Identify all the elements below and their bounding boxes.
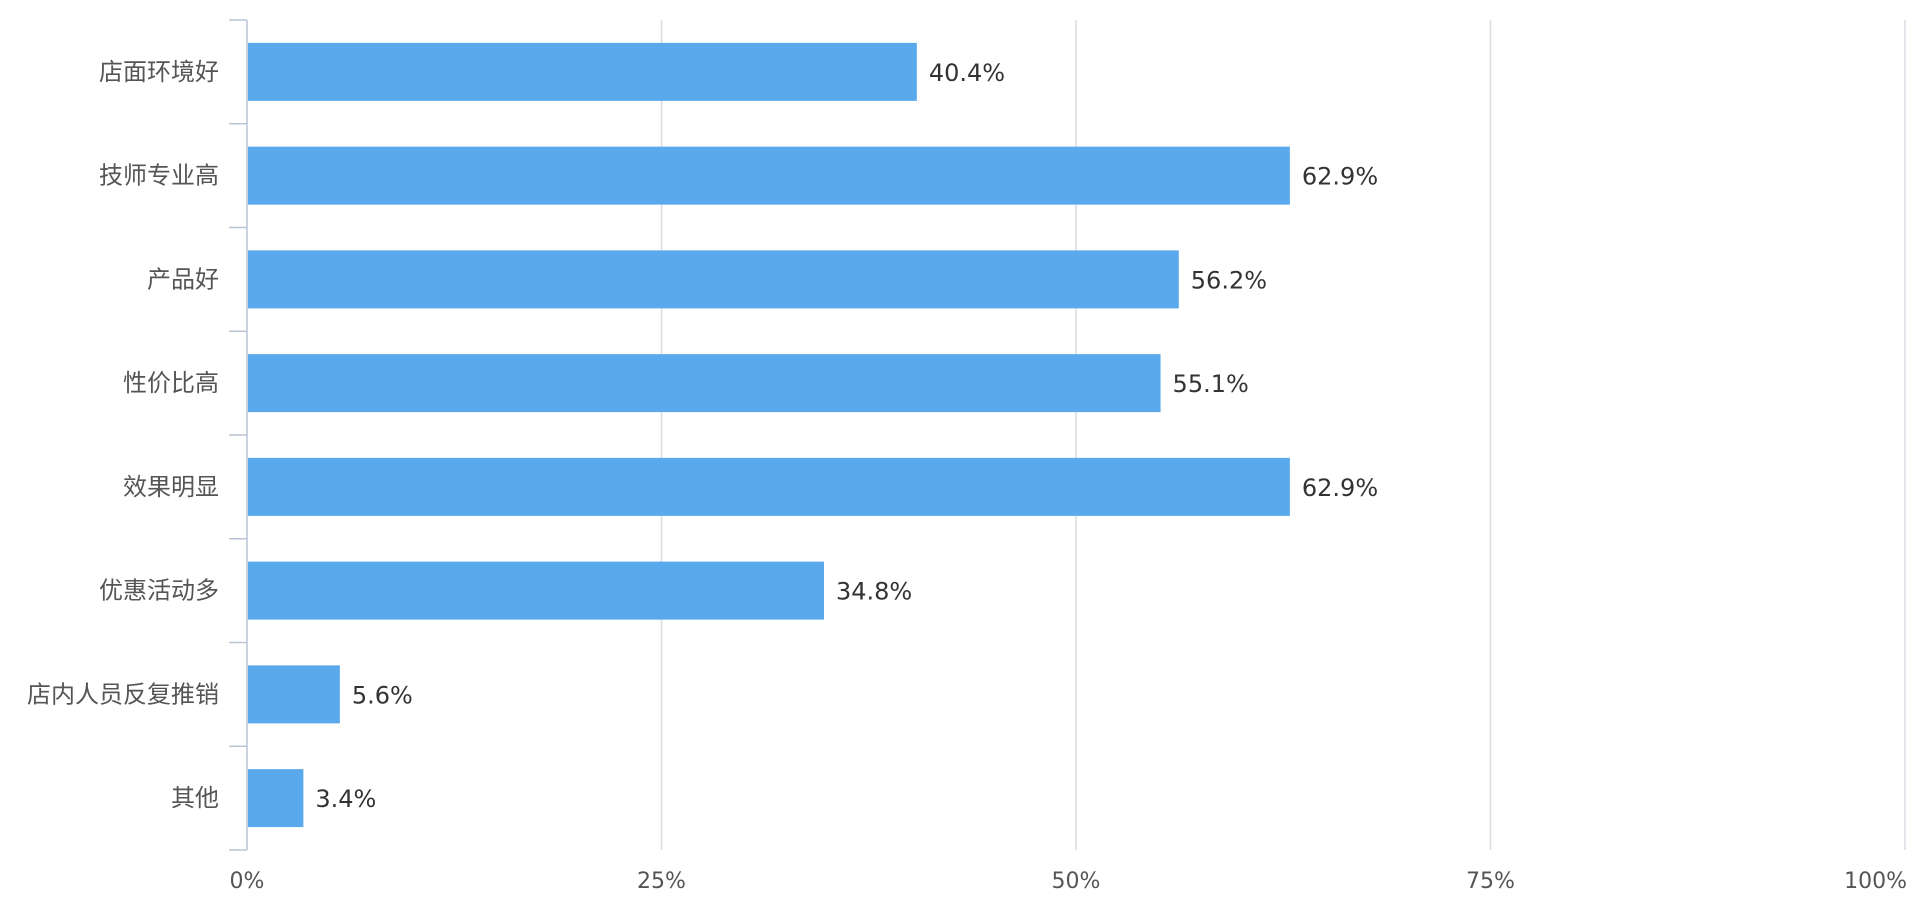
category-label: 其他 [171,784,219,812]
data-label: 55.1% [1173,370,1249,398]
labels: 0% 25% 50% 75% 100% 店面环境好 40.4% 技师专业高 62.9% 产品好 56… [27,58,1907,894]
data-label: 34.8% [836,578,912,606]
category-label: 效果明显 [123,473,219,501]
bar [248,769,304,828]
bar [248,665,340,724]
grid-lines [660,20,1906,850]
bar [248,42,917,101]
category-label: 产品好 [147,265,219,293]
x-tick-label: 0% [230,869,265,894]
bar [248,250,1179,309]
category-label: 优惠活动多 [99,577,219,605]
category-label: 店内人员反复推销 [27,680,219,708]
category-label: 性价比高 [123,369,219,397]
x-tick-label: 75% [1466,869,1515,894]
data-label: 3.4% [315,785,376,813]
x-tick-label: 100% [1844,869,1907,894]
bars [248,42,1290,828]
bar [248,354,1161,413]
bar [248,146,1290,205]
y-axis [229,19,248,851]
data-label: 40.4% [929,59,1005,87]
category-label: 店面环境好 [99,58,219,86]
data-label: 62.9% [1302,163,1378,191]
category-label: 技师专业高 [99,162,219,190]
x-tick-label: 50% [1052,869,1101,894]
bar [248,561,824,620]
bar [248,457,1290,516]
data-label: 5.6% [352,681,413,709]
data-label: 62.9% [1302,474,1378,502]
x-tick-label: 25% [637,869,686,894]
data-label: 56.2% [1191,266,1267,294]
